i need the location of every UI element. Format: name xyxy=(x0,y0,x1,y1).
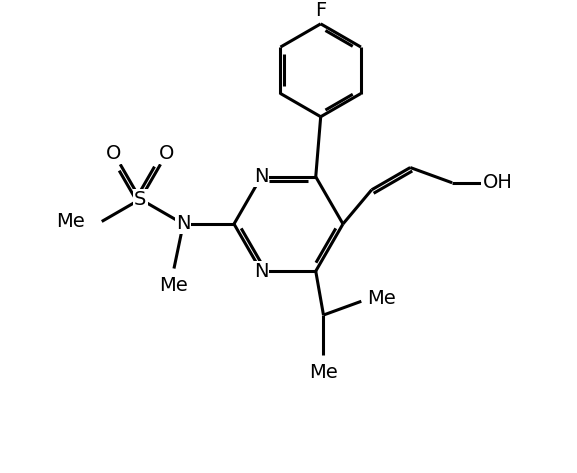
Text: F: F xyxy=(315,1,327,20)
Text: O: O xyxy=(159,144,174,163)
Text: O: O xyxy=(106,144,122,163)
Text: N: N xyxy=(176,214,190,234)
Text: N: N xyxy=(254,167,268,186)
Text: Me: Me xyxy=(55,212,84,231)
Text: OH: OH xyxy=(482,173,512,192)
Text: Me: Me xyxy=(309,363,338,382)
Text: Me: Me xyxy=(367,289,395,307)
Text: N: N xyxy=(254,262,268,280)
Text: Me: Me xyxy=(160,276,188,295)
Text: S: S xyxy=(134,190,147,209)
